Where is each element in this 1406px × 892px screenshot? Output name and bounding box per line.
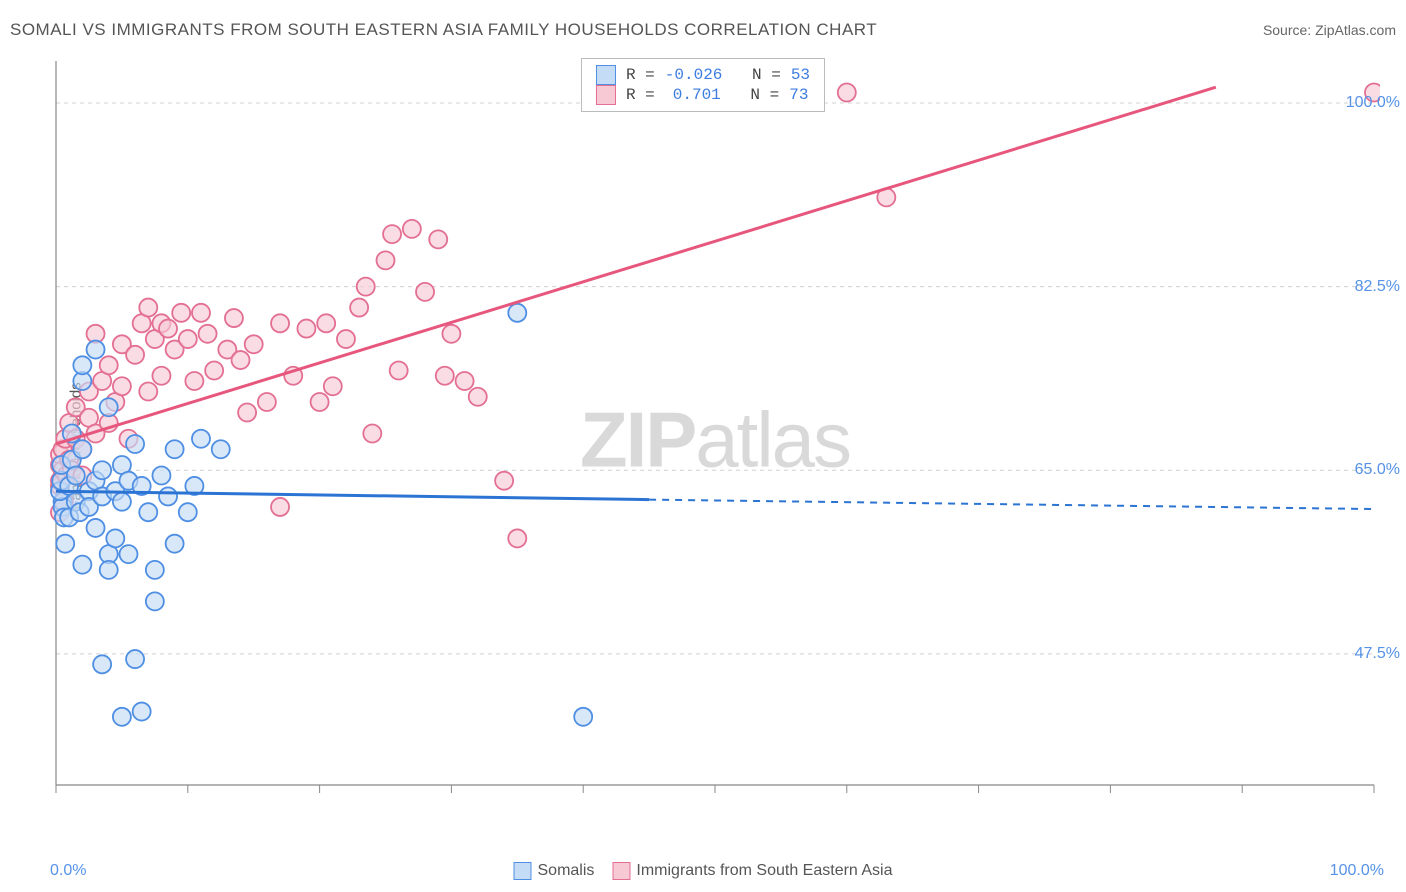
- legend-item-blue: Somalis: [513, 862, 594, 880]
- pink-r-value: 0.701: [665, 86, 721, 104]
- legend-item-pink: Immigrants from South Eastern Asia: [612, 862, 892, 880]
- n-label: N =: [752, 66, 781, 84]
- legend-bottom: Somalis Immigrants from South Eastern As…: [513, 862, 892, 880]
- pink-n-value: 73: [789, 86, 808, 104]
- chart-title: SOMALI VS IMMIGRANTS FROM SOUTH EASTERN …: [10, 20, 877, 40]
- y-tick-label: 82.5%: [1355, 278, 1400, 296]
- legend-label-pink: Immigrants from South Eastern Asia: [636, 862, 892, 880]
- swatch-blue: [596, 65, 616, 85]
- legend-swatch-blue: [513, 862, 531, 880]
- blue-n-value: 53: [791, 66, 810, 84]
- legend-swatch-pink: [612, 862, 630, 880]
- y-tick-label: 47.5%: [1355, 645, 1400, 663]
- chart-area: ZIPatlas: [50, 55, 1380, 825]
- stats-legend-box: R = -0.026 N = 53 R = 0.701 N = 73: [581, 58, 825, 112]
- n-label-2: N =: [750, 86, 779, 104]
- y-tick-label: 65.0%: [1355, 461, 1400, 479]
- r-label: R =: [626, 66, 655, 84]
- x-axis-max-label: 100.0%: [1330, 862, 1384, 880]
- blue-r-value: -0.026: [665, 66, 723, 84]
- scatter-plot: [50, 55, 1380, 825]
- source-label: Source: ZipAtlas.com: [1263, 22, 1396, 38]
- y-tick-label: 100.0%: [1346, 94, 1400, 112]
- stats-row-blue: R = -0.026 N = 53: [596, 65, 810, 85]
- stats-row-pink: R = 0.701 N = 73: [596, 85, 810, 105]
- x-axis-min-label: 0.0%: [50, 862, 86, 880]
- swatch-pink: [596, 85, 616, 105]
- r-label-2: R =: [626, 86, 655, 104]
- legend-label-blue: Somalis: [537, 862, 594, 880]
